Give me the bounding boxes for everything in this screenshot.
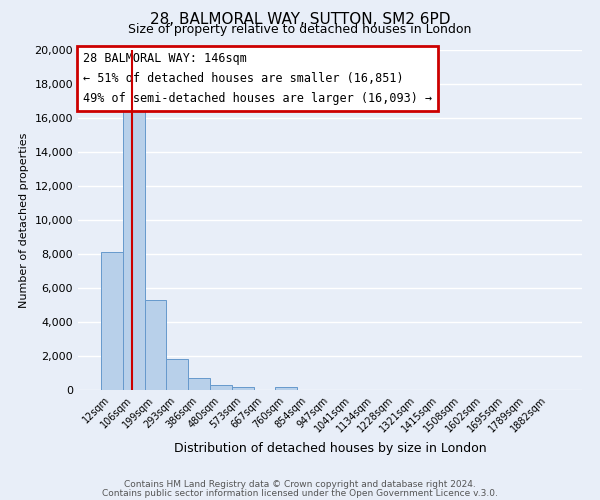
Text: 28, BALMORAL WAY, SUTTON, SM2 6PD: 28, BALMORAL WAY, SUTTON, SM2 6PD [150,12,450,28]
Bar [145,300,166,390]
Y-axis label: Number of detached properties: Number of detached properties [19,132,29,308]
Bar [166,360,188,390]
Bar [101,252,123,390]
Bar [123,108,145,390]
Bar [232,386,254,390]
Text: Contains public sector information licensed under the Open Government Licence v.: Contains public sector information licen… [102,488,498,498]
Text: Size of property relative to detached houses in London: Size of property relative to detached ho… [128,22,472,36]
Bar [275,388,297,390]
X-axis label: Distribution of detached houses by size in London: Distribution of detached houses by size … [173,442,487,456]
Bar [188,378,210,390]
Text: Contains HM Land Registry data © Crown copyright and database right 2024.: Contains HM Land Registry data © Crown c… [124,480,476,489]
Bar [210,385,232,390]
Text: 28 BALMORAL WAY: 146sqm
← 51% of detached houses are smaller (16,851)
49% of sem: 28 BALMORAL WAY: 146sqm ← 51% of detache… [83,52,432,104]
